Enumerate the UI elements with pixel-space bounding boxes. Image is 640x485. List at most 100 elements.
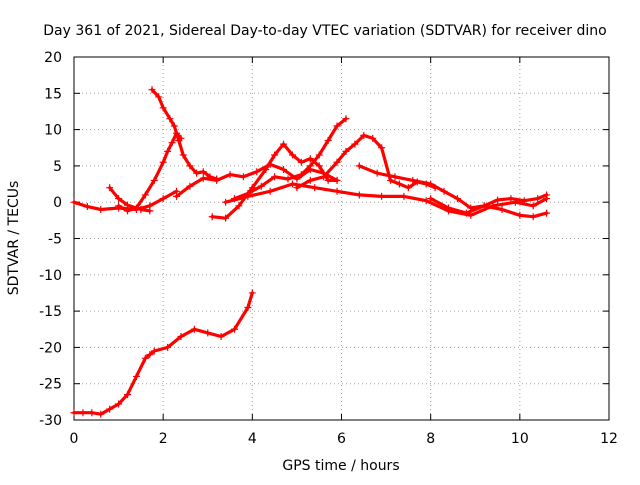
data-point-marker xyxy=(516,211,524,219)
data-point-marker xyxy=(70,198,78,206)
data-point-marker xyxy=(70,409,78,417)
data-point-marker xyxy=(360,131,368,139)
data-point-marker xyxy=(409,176,417,184)
y-tick-label: -5 xyxy=(48,232,62,248)
data-point-marker xyxy=(400,192,408,200)
data-point-marker xyxy=(378,192,386,200)
data-point-marker xyxy=(480,202,488,210)
data-point-marker xyxy=(288,151,296,159)
data-point-marker xyxy=(297,158,305,166)
data-point-marker xyxy=(186,182,194,190)
data-series xyxy=(70,86,551,418)
data-point-marker xyxy=(244,303,252,311)
data-point-marker xyxy=(387,176,395,184)
grid xyxy=(74,57,609,420)
data-point-marker xyxy=(79,409,87,417)
data-point-marker xyxy=(378,144,386,152)
data-point-marker xyxy=(315,151,323,159)
y-tick-label: -10 xyxy=(39,268,62,284)
data-point-marker xyxy=(199,168,207,176)
data-point-marker xyxy=(106,405,114,413)
data-point-marker xyxy=(244,192,252,200)
data-point-marker xyxy=(422,197,430,205)
data-point-marker xyxy=(173,192,181,200)
data-point-marker xyxy=(204,329,212,337)
data-point-marker xyxy=(427,180,435,188)
data-point-marker xyxy=(333,158,341,166)
y-tick-label: 10 xyxy=(44,123,62,139)
data-point-marker xyxy=(115,195,123,203)
data-point-marker xyxy=(494,196,502,204)
series-arc-2 xyxy=(116,131,183,213)
series-arc-9 xyxy=(224,182,549,217)
data-point-marker xyxy=(124,391,131,399)
data-point-marker xyxy=(106,184,114,192)
data-point-marker xyxy=(248,289,256,297)
data-point-marker xyxy=(320,173,328,181)
data-point-marker xyxy=(324,136,332,144)
data-point-marker xyxy=(159,158,167,166)
data-point-marker xyxy=(124,201,131,209)
data-point-marker xyxy=(159,195,167,203)
data-point-marker xyxy=(253,168,261,176)
data-point-marker xyxy=(453,195,461,203)
axis-ticks: 0 2 4 6 8 10 12 -30 -25 -20 -15 -10 -5 0 5 10 15 20 xyxy=(39,50,618,447)
data-point-marker xyxy=(369,134,377,142)
data-point-marker xyxy=(168,139,176,147)
data-point-marker xyxy=(115,202,123,210)
data-point-marker xyxy=(462,209,470,217)
data-point-marker xyxy=(137,205,145,213)
data-point-marker xyxy=(179,151,187,159)
data-point-marker xyxy=(391,173,399,181)
data-point-marker xyxy=(132,372,140,380)
data-point-marker xyxy=(148,86,156,94)
data-point-marker xyxy=(222,214,230,222)
data-point-marker xyxy=(306,162,314,170)
data-point-marker xyxy=(311,184,319,192)
data-point-marker xyxy=(404,184,412,192)
data-point-marker xyxy=(333,176,341,184)
data-point-marker xyxy=(534,195,542,203)
data-point-marker xyxy=(288,180,296,188)
data-point-marker xyxy=(333,187,341,195)
data-point-marker xyxy=(97,410,105,418)
data-point-marker xyxy=(226,171,234,179)
y-tick-label: -15 xyxy=(39,304,62,320)
data-point-marker xyxy=(141,354,149,362)
data-point-marker xyxy=(166,115,174,123)
data-point-marker xyxy=(175,136,183,144)
y-tick-label: 0 xyxy=(53,195,62,211)
data-point-marker xyxy=(266,187,274,195)
data-point-marker xyxy=(306,155,314,163)
data-point-marker xyxy=(280,140,288,148)
x-tick-label: 10 xyxy=(511,431,529,447)
data-point-marker xyxy=(88,409,96,417)
x-tick-label: 2 xyxy=(159,431,168,447)
data-point-marker xyxy=(231,325,238,333)
data-point-marker xyxy=(164,147,172,155)
data-point-marker xyxy=(520,197,528,205)
x-tick-label: 0 xyxy=(70,431,79,447)
data-point-marker xyxy=(159,104,167,112)
series-arc-4 xyxy=(150,88,219,181)
data-point-marker xyxy=(262,166,270,174)
data-point-marker xyxy=(280,166,288,174)
data-point-marker xyxy=(235,202,243,210)
data-point-marker xyxy=(97,205,105,213)
y-tick-label: 5 xyxy=(53,159,62,175)
y-tick-label: 20 xyxy=(44,50,62,66)
data-point-marker xyxy=(146,207,154,215)
data-point-marker xyxy=(150,347,158,355)
chart-title: Day 361 of 2021, Sidereal Day-to-day VTE… xyxy=(43,23,606,39)
data-point-marker xyxy=(445,204,452,212)
data-point-marker xyxy=(351,140,359,148)
data-point-marker xyxy=(306,176,314,184)
data-point-marker xyxy=(170,122,178,130)
data-point-marker xyxy=(177,333,185,341)
x-tick-label: 4 xyxy=(248,431,257,447)
data-point-marker xyxy=(141,191,149,199)
data-point-marker xyxy=(440,187,448,195)
data-point-marker xyxy=(222,198,230,206)
